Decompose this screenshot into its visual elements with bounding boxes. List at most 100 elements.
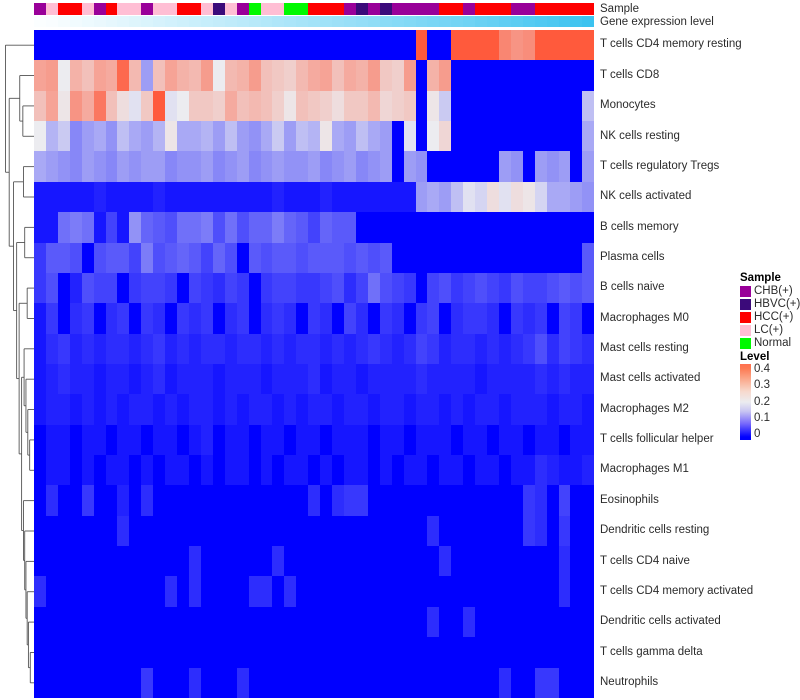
heatmap-cell <box>57 333 70 364</box>
heatmap-row <box>34 151 595 182</box>
heatmap-cell <box>534 121 547 152</box>
heatmap-cell <box>260 363 273 395</box>
heatmap-cell <box>308 60 321 91</box>
heatmap-cell <box>93 303 106 334</box>
heatmap-cell <box>117 485 130 516</box>
heatmap-cell <box>272 181 285 213</box>
heatmap-cell <box>463 546 476 577</box>
heatmap-cell <box>188 363 201 395</box>
heatmap-cell <box>284 333 297 364</box>
heatmap-cell <box>153 181 166 213</box>
heatmap-cell <box>153 212 166 243</box>
heatmap-cell <box>177 212 189 243</box>
heatmap-cell <box>570 515 583 547</box>
heatmap-cell <box>93 667 106 698</box>
heatmap-cell <box>582 242 595 273</box>
heatmap-cell <box>69 515 82 547</box>
heatmap-cell <box>510 455 523 486</box>
row-label: T cells CD8 <box>600 68 660 81</box>
heatmap-cell <box>379 515 392 547</box>
row-label: T cells CD4 naive <box>600 554 690 567</box>
heatmap-cell <box>81 303 94 334</box>
heatmap-cell <box>355 242 368 273</box>
heatmap-cell <box>165 606 178 638</box>
heatmap-cell <box>427 151 440 182</box>
heatmap-cell <box>355 60 368 91</box>
heatmap-cell <box>188 637 201 668</box>
sample-legend-item[interactable]: HBVC(+) <box>740 298 800 311</box>
heatmap-cell <box>141 515 154 547</box>
heatmap-cell <box>403 515 416 547</box>
heatmap-cell <box>284 606 297 638</box>
sample-annotation-cell <box>248 3 261 15</box>
heatmap-cell <box>308 303 321 334</box>
sample-annotation-cell <box>165 3 178 15</box>
heatmap-cell <box>475 363 488 395</box>
heatmap-cell <box>284 394 297 425</box>
heatmap-cell <box>188 455 201 486</box>
heatmap-cell <box>355 637 368 668</box>
heatmap-cell <box>427 212 440 243</box>
heatmap-row <box>34 576 595 607</box>
expression-annotation-cell <box>403 16 416 27</box>
sample-legend-item[interactable]: Normal <box>740 337 800 350</box>
heatmap-cell <box>81 60 94 91</box>
heatmap-cell <box>296 212 309 243</box>
heatmap-cell <box>117 151 130 182</box>
heatmap-cell <box>153 455 166 486</box>
heatmap-cell <box>379 151 392 182</box>
heatmap-cell <box>117 90 130 122</box>
heatmap-cell <box>415 60 428 91</box>
heatmap-cell <box>129 181 142 213</box>
heatmap-cell <box>570 212 583 243</box>
sample-annotation-cell <box>272 3 285 15</box>
sample-legend-item[interactable]: CHB(+) <box>740 285 800 298</box>
heatmap-cell <box>34 60 46 91</box>
sample-legend-item[interactable]: HCC(+) <box>740 311 800 324</box>
heatmap-cell <box>81 394 94 425</box>
sample-legend-item[interactable]: LC(+) <box>740 324 800 337</box>
expression-annotation-cell <box>534 16 547 27</box>
heatmap-cell <box>498 303 511 334</box>
expression-annotation-cell <box>296 16 309 27</box>
heatmap-cell <box>57 637 70 668</box>
heatmap-cell <box>141 606 154 638</box>
sample-legend-swatch <box>740 325 751 336</box>
heatmap-cell <box>582 485 595 516</box>
heatmap-cell <box>260 667 273 698</box>
level-tick-label: 0 <box>754 428 761 440</box>
heatmap-cell <box>451 576 464 607</box>
heatmap-cell <box>582 121 595 152</box>
heatmap-cell <box>34 181 46 213</box>
heatmap-row <box>34 667 595 698</box>
heatmap-cell <box>558 121 571 152</box>
heatmap-cell <box>463 212 476 243</box>
heatmap-cell <box>403 181 416 213</box>
heatmap-cell <box>93 181 106 213</box>
heatmap-cell <box>343 121 356 152</box>
heatmap-cell <box>475 242 488 273</box>
heatmap-cell <box>510 394 523 425</box>
heatmap-cell <box>320 546 333 577</box>
sample-annotation-cell <box>582 3 595 15</box>
heatmap-cell <box>212 576 225 607</box>
heatmap-cell <box>69 181 82 213</box>
heatmap-cell <box>177 121 189 152</box>
heatmap-cell <box>212 455 225 486</box>
heatmap-cell <box>272 515 285 547</box>
row-label: Plasma cells <box>600 250 665 263</box>
heatmap-cell <box>463 181 476 213</box>
heatmap-cell <box>105 30 118 61</box>
heatmap-cell <box>153 606 166 638</box>
expression-annotation-cell <box>69 16 82 27</box>
expression-annotation-cell <box>141 16 154 27</box>
heatmap-cell <box>487 455 499 486</box>
heatmap-cell <box>188 424 201 456</box>
heatmap-cell <box>272 121 285 152</box>
heatmap-cell <box>105 90 118 122</box>
heatmap-cell <box>153 637 166 668</box>
heatmap-cell <box>403 90 416 122</box>
heatmap-cell <box>129 272 142 304</box>
heatmap-cell <box>320 485 333 516</box>
heatmap-cell <box>117 606 130 638</box>
